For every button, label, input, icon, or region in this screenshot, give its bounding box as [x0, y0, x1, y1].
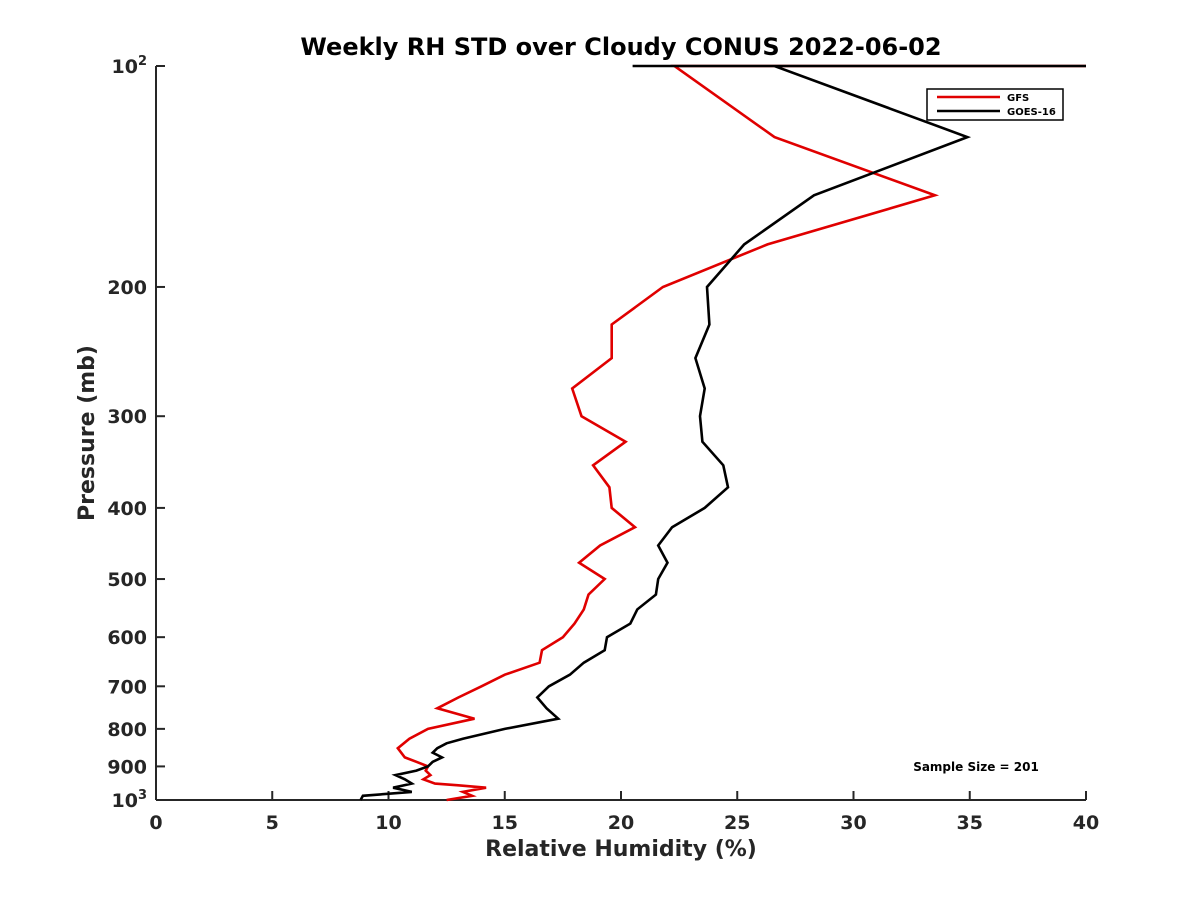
x-tick-label: 40: [1073, 812, 1099, 834]
y-tick-label: 103: [112, 788, 148, 812]
y-tick-label: 300: [107, 406, 147, 428]
x-tick-label: 5: [266, 812, 279, 834]
y-tick-label: 400: [107, 498, 147, 520]
y-tick-label: 200: [107, 277, 147, 299]
x-tick-label: 15: [492, 812, 518, 834]
legend: GFS GOES-16: [926, 88, 1064, 121]
x-tick-label: 10: [375, 812, 401, 834]
x-tick-label: 30: [840, 812, 866, 834]
series-line-goes16: [359, 64, 1086, 801]
sample-size-annotation: Sample Size = 201: [913, 760, 1039, 774]
chart-title: Weekly RH STD over Cloudy CONUS 2022-06-…: [300, 33, 941, 61]
series-line-gfs: [396, 64, 1086, 802]
plot-area: 0 5 10 15 20 25 30 35 40 102 200 300 400 500 600 700 80…: [107, 54, 1099, 834]
y-axis-ticks: 102 200 300 400 500 600 700 800 900 103: [107, 54, 165, 812]
y-tick-label: 700: [107, 676, 147, 698]
y-tick-label: 900: [107, 756, 147, 778]
x-axis-label: Relative Humidity (%): [485, 837, 757, 862]
y-tick-label: 500: [107, 569, 147, 591]
x-tick-label: 35: [957, 812, 983, 834]
y-tick-label: 600: [107, 627, 147, 649]
series-lines: [359, 64, 1086, 802]
x-axis-ticks: 0 5 10 15 20 25 30 35 40: [149, 791, 1099, 834]
legend-label-gfs: GFS: [1007, 93, 1029, 104]
x-tick-label: 25: [724, 812, 750, 834]
x-tick-label: 20: [608, 812, 634, 834]
y-tick-label: 102: [112, 54, 148, 78]
y-tick-label: 800: [107, 719, 147, 741]
legend-label-goes16: GOES-16: [1007, 107, 1056, 118]
y-axis-label: Pressure (mb): [75, 345, 100, 521]
x-tick-label: 0: [149, 812, 162, 834]
legend-box: [926, 88, 1064, 121]
